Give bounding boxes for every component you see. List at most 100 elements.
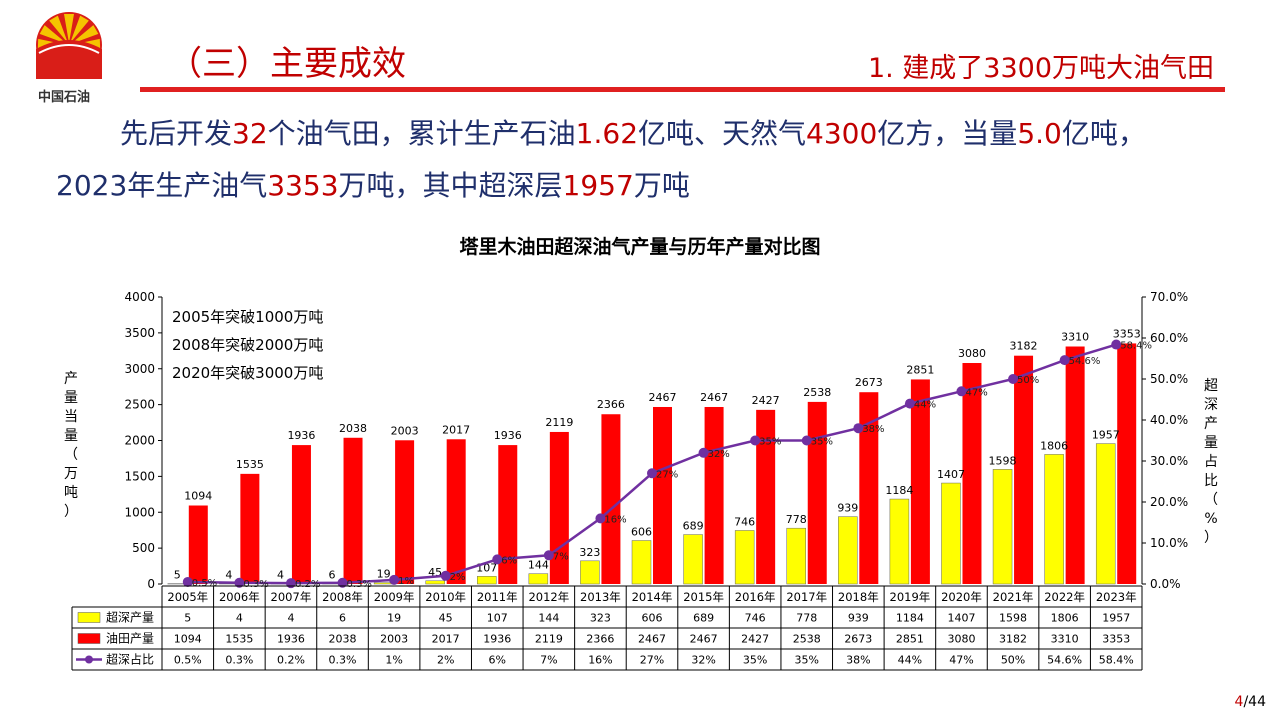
intro-line-2: 2023年生产油气3353万吨，其中超深层1957万吨 [56, 164, 690, 204]
ratio-label: 47% [965, 387, 987, 398]
table-cell: 32% [691, 654, 715, 667]
table-cell: 2673 [844, 633, 872, 646]
ratio-label: 16% [604, 514, 626, 525]
bar-field-production [188, 505, 208, 584]
intro-text: 亿吨， [1061, 117, 1146, 150]
legend-swatch [85, 655, 93, 664]
y-tick-label-right: 30.0% [1150, 454, 1188, 468]
ratio-label: 0.2% [295, 579, 320, 590]
data-label-field: 2003 [391, 424, 419, 437]
ratio-label: 0.5% [192, 578, 217, 589]
table-cell: 2366 [586, 633, 614, 646]
x-tick-label: 2018年 [838, 590, 879, 604]
data-label-deep: 1184 [885, 484, 913, 497]
table-cell: 6 [339, 612, 346, 625]
ratio-point [389, 574, 400, 585]
data-label-deep: 144 [528, 559, 549, 572]
table-cell: 58.4% [1099, 654, 1134, 667]
table-cell: 1407 [947, 612, 975, 625]
ratio-label: 35% [811, 437, 833, 448]
logo-text: 中国石油 [38, 90, 91, 105]
milestone-annotation: 2008年突破2000万吨 [172, 336, 323, 354]
table-cell: 2119 [535, 633, 563, 646]
x-tick-label: 2009年 [374, 590, 415, 604]
data-label-deep: 939 [837, 502, 858, 515]
data-label-deep: 4 [277, 569, 284, 582]
milestone-annotation: 2005年突破1000万吨 [172, 308, 323, 326]
y-tick-label-left: 4000 [124, 290, 155, 304]
table-cell: 2467 [638, 633, 666, 646]
ratio-label: 6% [501, 555, 517, 566]
legend-swatch [77, 612, 101, 623]
table-cell: 1535 [225, 633, 253, 646]
x-tick-label: 2008年 [322, 590, 363, 604]
table-cell: 2% [437, 654, 454, 667]
table-cell: 2017 [432, 633, 460, 646]
table-cell: 3182 [999, 633, 1027, 646]
data-label-field: 2467 [700, 391, 728, 404]
bar-field-production [1065, 346, 1085, 584]
petrochina-logo-icon [36, 12, 102, 79]
table-cell: 2467 [690, 633, 718, 646]
legend-label: 超深产量 [106, 610, 154, 625]
ratio-point [595, 513, 606, 524]
intro-text: 万吨 [633, 169, 690, 202]
y-tick-label-right: 70.0% [1150, 290, 1188, 304]
ratio-label: 50% [1017, 375, 1039, 386]
x-tick-label: 2014年 [632, 590, 673, 604]
bar-field-production [704, 406, 724, 584]
page-total: /44 [1243, 694, 1266, 710]
table-cell: 45 [439, 612, 453, 625]
table-cell: 38% [846, 654, 870, 667]
x-tick-label: 2021年 [993, 590, 1034, 604]
bar-deep-production [477, 576, 497, 585]
table-cell: 1% [385, 654, 402, 667]
ratio-label: 38% [862, 424, 884, 435]
table-cell: 3310 [1051, 633, 1079, 646]
table-cell: 1184 [896, 612, 924, 625]
bar-field-production [807, 401, 827, 584]
data-label-deep: 1806 [1040, 439, 1068, 452]
table-cell: 107 [487, 612, 508, 625]
y-tick-label-left: 3000 [124, 362, 155, 376]
table-cell: 3080 [947, 633, 975, 646]
y-tick-label-right: 50.0% [1150, 372, 1188, 386]
section-title: （三）主要成效 [168, 44, 406, 84]
data-label-field: 3182 [1010, 340, 1038, 353]
intro-number: 32 [232, 117, 268, 150]
bar-deep-production [1095, 443, 1116, 585]
x-tick-label: 2016年 [735, 590, 776, 604]
legend-label: 超深占比 [106, 652, 154, 667]
data-label-deep: 689 [683, 520, 704, 533]
data-label-deep: 606 [631, 526, 652, 539]
y-tick-label-left: 2000 [124, 434, 155, 448]
data-label-field: 3080 [958, 347, 986, 360]
y-tick-label-left: 1000 [124, 505, 155, 519]
y-axis-title-right: 超深产量占比（%） [1204, 378, 1218, 546]
table-cell: 19 [387, 612, 401, 625]
x-tick-label: 2017年 [786, 590, 827, 604]
data-label-field: 1094 [184, 490, 212, 503]
table-cell: 16% [588, 654, 612, 667]
title-divider [140, 87, 1225, 92]
ratio-point [1111, 339, 1122, 350]
bar-field-production [653, 406, 672, 584]
data-label-deep: 1957 [1092, 429, 1120, 442]
bar-field-production [601, 414, 621, 584]
ratio-label: 44% [914, 400, 936, 411]
ratio-point [182, 576, 193, 587]
x-tick-label: 2007年 [271, 590, 312, 604]
intro-text: 先后开发 [120, 117, 233, 150]
table-cell: 44% [898, 654, 922, 667]
x-tick-label: 2020年 [941, 590, 982, 604]
ratio-point [801, 435, 812, 446]
y-tick-label-right: 0.0% [1150, 577, 1181, 591]
ratio-label: 7% [553, 551, 569, 562]
y-tick-label-left: 3500 [124, 326, 155, 340]
bar-deep-production [838, 516, 858, 585]
data-label-field: 2017 [442, 423, 470, 436]
intro-text: 个油气田，累计生产石油 [267, 117, 576, 150]
data-label-field: 2427 [752, 394, 780, 407]
table-cell: 3353 [1102, 633, 1130, 646]
